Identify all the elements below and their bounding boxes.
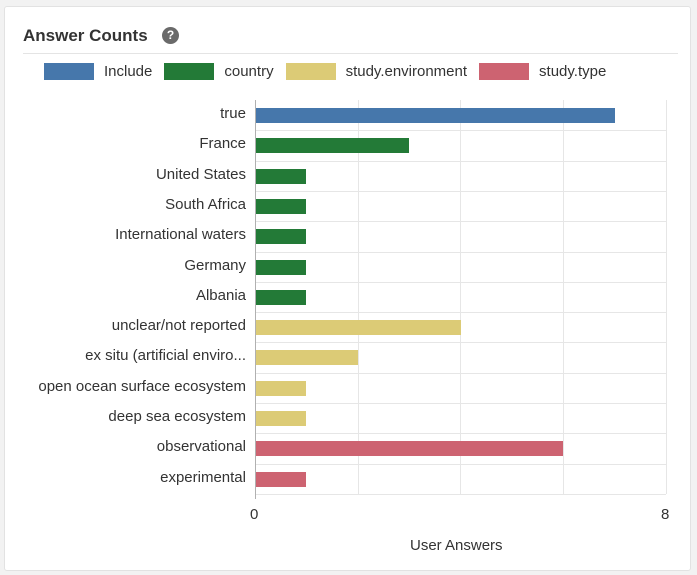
bar[interactable] — [255, 441, 564, 457]
bar[interactable] — [255, 411, 307, 427]
legend-swatch — [479, 63, 530, 80]
gridline — [358, 100, 359, 494]
divider — [23, 53, 678, 54]
plot-area — [255, 100, 667, 495]
category-label: ex situ (artificial enviro... — [85, 347, 246, 365]
category-label: true — [220, 105, 246, 122]
chart-row — [255, 161, 666, 192]
chart-row — [255, 312, 666, 344]
bar[interactable] — [255, 320, 461, 336]
legend-label: study.environment — [345, 63, 468, 80]
category-label: Albania — [195, 286, 246, 304]
bar[interactable] — [255, 198, 307, 214]
bar[interactable] — [255, 380, 307, 396]
legend-swatch — [44, 63, 94, 80]
gridline — [563, 100, 564, 494]
chart-row — [255, 191, 666, 223]
bar[interactable] — [255, 108, 615, 123]
gridline — [460, 100, 461, 494]
legend-item[interactable]: study.environment — [285, 63, 468, 80]
category-label: deep sea ecosystem — [108, 408, 246, 426]
category-label: South Africa — [165, 195, 246, 213]
bar[interactable] — [255, 289, 307, 305]
x-tick-8: 8 — [661, 506, 670, 523]
x-tick-0: 0 — [250, 506, 259, 523]
panel-title: Answer Counts — [23, 26, 148, 45]
chart-row — [255, 373, 666, 405]
category-label: open ocean surface ecosystem — [38, 377, 246, 395]
category-label: unclear/not reported — [111, 317, 246, 335]
legend-item[interactable]: study.type — [479, 63, 606, 80]
legend-label: Include — [104, 63, 153, 80]
legend-swatch — [285, 63, 336, 80]
legend-label: country — [224, 63, 274, 80]
category-label: France — [199, 135, 246, 153]
x-axis-label: User Answers — [410, 537, 503, 554]
category-label: experimental — [160, 468, 246, 486]
bar[interactable] — [255, 471, 307, 487]
legend-item[interactable]: Include — [44, 63, 152, 80]
legend-item[interactable]: country — [164, 63, 274, 80]
chart-row — [255, 342, 666, 374]
help-icon[interactable]: ? — [162, 27, 179, 44]
bar[interactable] — [255, 350, 358, 366]
chart-row — [255, 130, 666, 162]
chart-row — [255, 403, 666, 435]
category-label: United States — [155, 165, 246, 183]
answer-counts-panel: Answer Counts ? — [4, 6, 691, 571]
chart-row — [255, 282, 666, 314]
legend-label: study.type — [539, 63, 607, 80]
category-label: Germany — [184, 256, 246, 274]
chart-row — [255, 252, 666, 283]
bar[interactable] — [255, 138, 410, 154]
chart-legend: Include country study.environment study.typ… — [44, 63, 618, 80]
bar[interactable] — [255, 259, 307, 275]
chart-row — [255, 221, 666, 253]
chart-row — [255, 100, 666, 132]
bar[interactable] — [255, 229, 307, 245]
y-axis-line — [255, 100, 256, 499]
category-label: International waters — [115, 226, 246, 244]
chart-row — [255, 464, 666, 495]
chart-row — [255, 433, 666, 465]
bar[interactable] — [255, 168, 307, 184]
category-label: observational — [156, 438, 246, 456]
legend-swatch — [164, 63, 215, 80]
